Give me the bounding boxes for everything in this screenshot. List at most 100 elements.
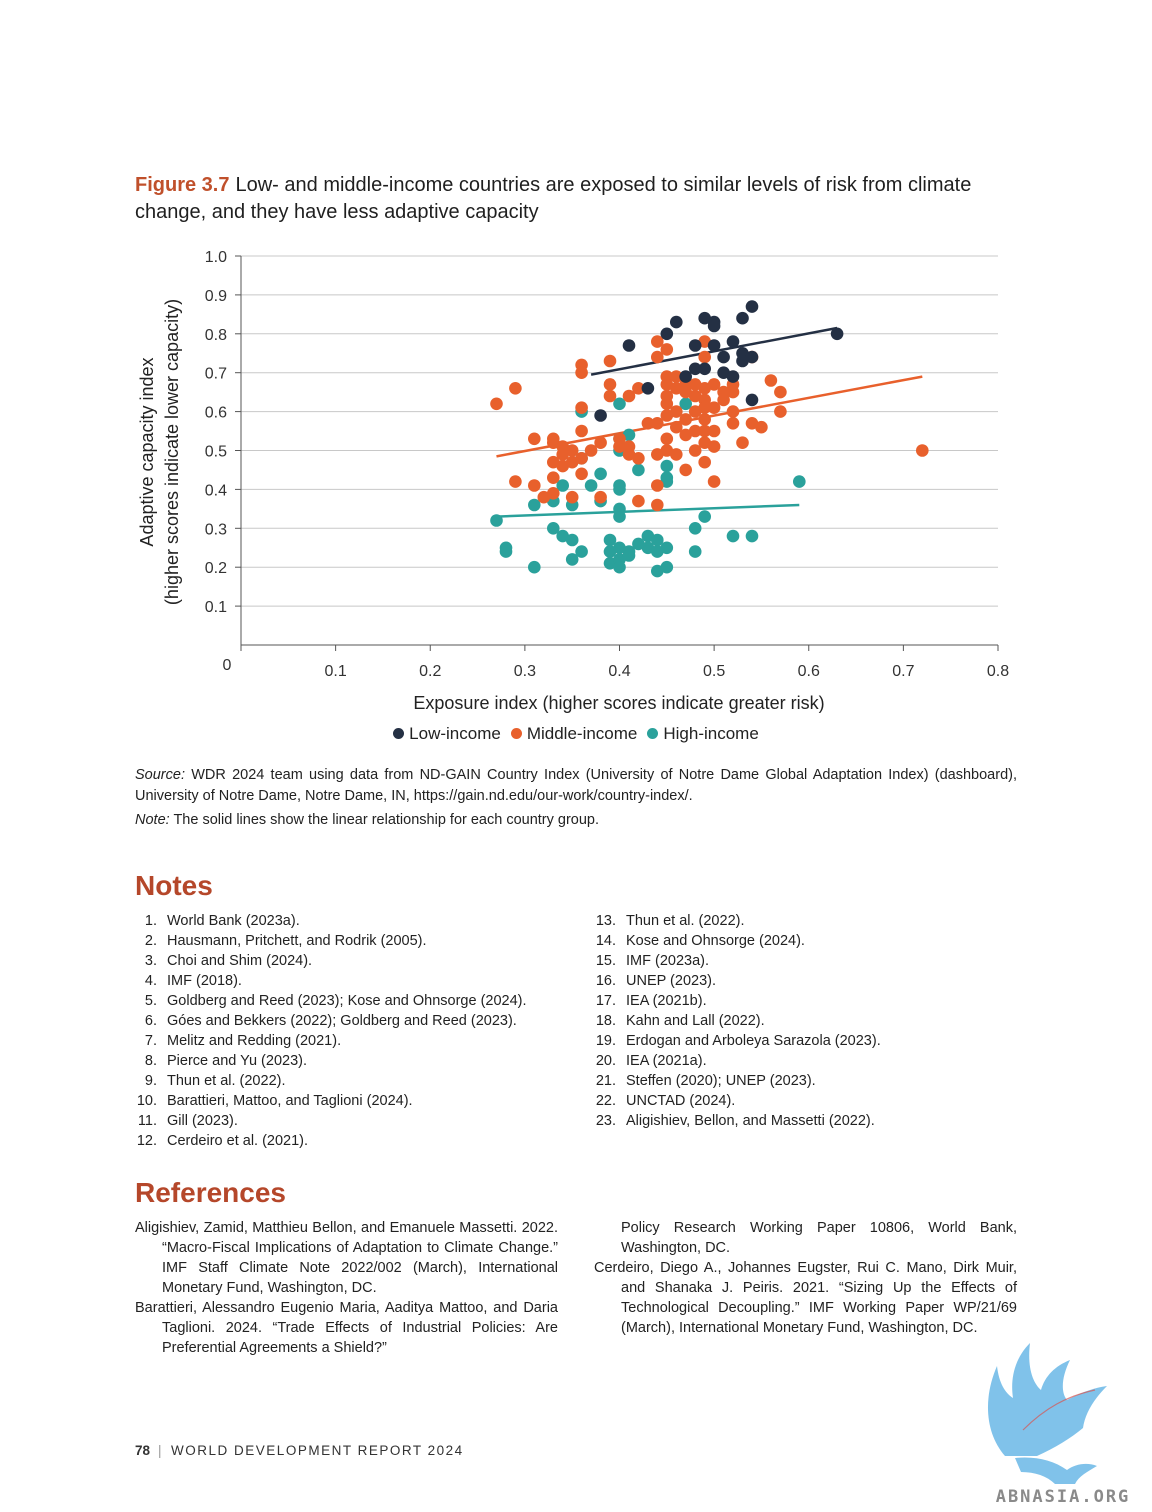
legend-item: Middle-income: [510, 724, 637, 744]
note-item: 6. Góes and Bekkers (2022); Goldberg and …: [135, 1011, 527, 1031]
data-point: [660, 541, 674, 555]
y-tick-label: 0.8: [205, 327, 227, 344]
data-point: [660, 397, 674, 411]
note-text: IMF (2018).: [167, 973, 242, 989]
note-number: 2.: [144, 933, 157, 949]
note-text: Thun et al. (2022).: [626, 913, 745, 929]
note-item: 18. Kahn and Lall (2022).: [594, 1011, 881, 1031]
data-point: [556, 529, 569, 543]
data-point: [688, 522, 702, 535]
note-number: 23.: [595, 1113, 616, 1129]
note-item: 20. IEA (2021a).: [594, 1051, 881, 1071]
note-number: 9.: [144, 1073, 157, 1089]
note-number: 13.: [595, 913, 616, 929]
note-item: 5. Goldberg and Reed (2023); Kose and Ohn…: [135, 991, 527, 1011]
data-point: [594, 490, 607, 504]
legend-label: Low-income: [409, 724, 501, 743]
data-point: [603, 354, 617, 368]
data-point: [736, 354, 749, 368]
data-point: [707, 401, 721, 415]
data-point: [651, 498, 664, 512]
data-point: [774, 385, 787, 399]
data-point: [707, 475, 721, 488]
source-label: Source:: [135, 767, 185, 783]
data-point: [660, 459, 674, 473]
data-point: [670, 370, 683, 383]
data-point: [916, 444, 929, 457]
x-tick-label: 0.5: [703, 663, 725, 680]
legend-swatch: [510, 728, 522, 739]
y-tick-label: 1.0: [205, 249, 227, 266]
data-point: [660, 378, 674, 391]
data-point: [679, 413, 692, 426]
reference-entry: Aligishiev, Zamid, Matthieu Bellon, and …: [135, 1220, 558, 1296]
data-point: [707, 339, 721, 352]
chart-legend: Low-income Middle-income High-income: [0, 724, 1152, 744]
data-point: [547, 522, 560, 535]
note-item: 10. Barattieri, Mattoo, and Taglioni (202…: [135, 1091, 527, 1111]
origin-label: 0: [223, 657, 232, 674]
data-point: [745, 350, 759, 364]
data-point: [575, 401, 588, 415]
data-point: [745, 393, 759, 407]
x-axis-label: Exposure index (higher scores indicate g…: [413, 693, 824, 713]
note-text: Erdogan and Arboleya Sarazola (2023).: [626, 1033, 881, 1049]
note-item: 13. Thun et al. (2022).: [594, 911, 881, 931]
data-point: [651, 479, 664, 492]
data-point: [575, 366, 588, 380]
data-point: [594, 409, 607, 422]
data-point: [603, 378, 617, 391]
notes-list-left: 1. World Bank (2023a). 2. Hausmann, Pritche…: [135, 911, 527, 1151]
data-point: [688, 389, 702, 403]
watermark-text: ABNASIA.ORG: [996, 1487, 1131, 1507]
data-point: [707, 424, 721, 438]
data-point: [726, 370, 740, 383]
figure-title: Figure 3.7 Low- and middle-income countri…: [135, 172, 995, 226]
legend-swatch: [393, 728, 405, 739]
note-number: 19.: [595, 1033, 616, 1049]
data-point: [613, 440, 626, 453]
data-point: [613, 397, 626, 411]
note-number: 5.: [144, 993, 157, 1009]
note-item: 22. UNCTAD (2024).: [594, 1091, 881, 1111]
data-point: [736, 311, 749, 325]
note-line: Note: The solid lines show the linear re…: [135, 810, 1017, 831]
data-point: [575, 545, 588, 558]
data-point: [698, 350, 711, 364]
data-point: [603, 389, 617, 403]
data-point: [698, 455, 711, 469]
source-line: Source: WDR 2024 team using data from ND…: [135, 765, 1017, 807]
y-tick-label: 0.5: [205, 444, 227, 461]
note-text: Goldberg and Reed (2023); Kose and Ohnso…: [167, 993, 527, 1009]
y-tick-label: 0.6: [205, 405, 227, 422]
data-point: [764, 374, 778, 387]
data-point: [688, 545, 702, 558]
publication-title: WORLD DEVELOPMENT REPORT 2024: [171, 1443, 464, 1458]
data-point: [698, 362, 711, 376]
data-point: [774, 405, 787, 418]
data-point: [651, 533, 664, 547]
griffin-body-icon: [1015, 1457, 1097, 1484]
data-point: [490, 397, 503, 411]
data-point: [584, 479, 598, 492]
data-point: [509, 382, 522, 395]
note-text: Aligishiev, Bellon, and Massetti (2022).: [626, 1113, 875, 1129]
data-point: [651, 417, 664, 430]
data-point: [670, 315, 683, 329]
y-tick-label: 0.4: [205, 482, 227, 499]
note-number: 17.: [595, 993, 616, 1009]
data-point: [670, 448, 683, 461]
data-point: [575, 424, 588, 438]
data-point: [679, 385, 692, 399]
y-tick-label: 0.7: [205, 366, 227, 383]
griffin-accent-icon: [1022, 1389, 1096, 1431]
notes-list-right: 13. Thun et al. (2022). 14. Kose and Ohnsor…: [594, 911, 881, 1131]
data-point: [603, 545, 617, 558]
reference-entry: Cerdeiro, Diego A., Johannes Eugster, Ru…: [594, 1260, 1017, 1336]
data-point: [622, 428, 636, 442]
data-point: [641, 382, 655, 395]
note-number: 8.: [144, 1053, 157, 1069]
data-point: [698, 424, 711, 438]
data-point: [660, 444, 674, 457]
x-tick-label: 0.3: [514, 663, 536, 680]
